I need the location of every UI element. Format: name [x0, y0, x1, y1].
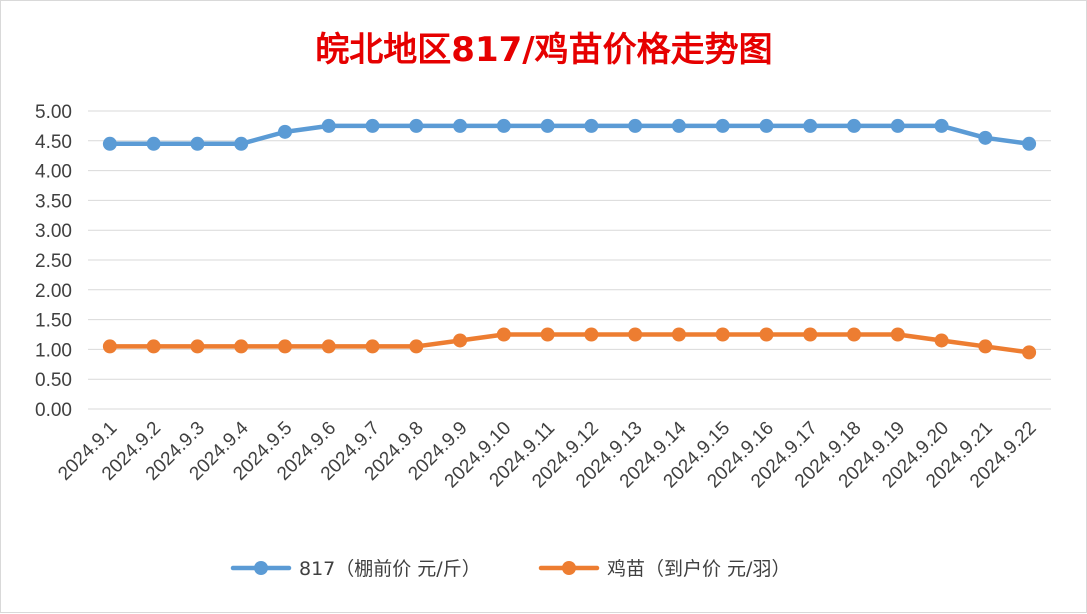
series-lines: [102, 118, 1037, 360]
data-point: [847, 118, 862, 133]
data-point: [496, 118, 511, 133]
data-point: [540, 327, 555, 342]
data-point: [1022, 136, 1037, 151]
data-point: [1022, 345, 1037, 360]
legend-item-1: 817（棚前价 元/斤）: [230, 558, 481, 580]
data-point: [453, 333, 468, 348]
data-point: [890, 118, 905, 133]
data-point: [234, 136, 249, 151]
y-tick-label: 4.00: [35, 162, 72, 183]
data-point: [671, 327, 686, 342]
data-point: [365, 118, 380, 133]
y-tick-label: 2.50: [35, 251, 72, 272]
data-point: [759, 327, 774, 342]
data-point: [102, 339, 117, 354]
data-point: [102, 136, 117, 151]
data-point: [934, 333, 949, 348]
legend-marker-swatch: [562, 561, 576, 575]
data-point: [321, 339, 336, 354]
data-point: [759, 118, 774, 133]
data-point: [234, 339, 249, 354]
legend: 817（棚前价 元/斤） 鸡苗（到户价 元/羽）: [230, 558, 790, 580]
y-tick-label: 3.00: [35, 221, 72, 242]
series-1: [102, 118, 1037, 151]
data-point: [628, 327, 643, 342]
data-point: [978, 130, 993, 145]
data-point: [584, 118, 599, 133]
data-point: [453, 118, 468, 133]
data-point: [890, 327, 905, 342]
series-2: [102, 327, 1037, 360]
data-point: [803, 327, 818, 342]
data-point: [321, 118, 336, 133]
y-tick-label: 4.50: [35, 132, 72, 153]
series-line: [107, 332, 1032, 355]
legend-label: 817（棚前价 元/斤）: [299, 558, 481, 580]
data-point: [584, 327, 599, 342]
y-tick-label: 5.00: [35, 102, 72, 123]
y-axis-tick-labels: 0.00 0.50 1.00 1.50 2.00 2.50 3.00 3.50 4.00 4.50…: [35, 102, 72, 421]
data-point: [715, 118, 730, 133]
gridlines: [88, 110, 1051, 410]
data-point: [496, 327, 511, 342]
data-point: [409, 118, 424, 133]
data-point: [409, 339, 424, 354]
series-line: [107, 123, 1032, 147]
data-point: [934, 118, 949, 133]
data-point: [277, 124, 292, 139]
data-point: [190, 339, 205, 354]
y-tick-label: 1.00: [35, 340, 72, 361]
data-point: [671, 118, 686, 133]
legend-item-2: 鸡苗（到户价 元/羽）: [538, 558, 790, 580]
data-point: [803, 118, 818, 133]
data-point: [146, 136, 161, 151]
y-tick-label: 2.00: [35, 281, 72, 302]
chart-title: 皖北地区817/鸡苗价格走势图: [315, 30, 772, 70]
data-point: [365, 339, 380, 354]
data-point: [628, 118, 643, 133]
y-tick-label: 0.00: [35, 400, 72, 421]
data-point: [978, 339, 993, 354]
data-point: [190, 136, 205, 151]
y-tick-label: 0.50: [35, 370, 72, 391]
x-axis-tick-labels: 2024.9.12024.9.22024.9.32024.9.42024.9.5…: [54, 417, 1040, 492]
y-tick-label: 3.50: [35, 191, 72, 212]
y-tick-label: 1.50: [35, 311, 72, 332]
legend-label: 鸡苗（到户价 元/羽）: [607, 558, 790, 580]
data-point: [847, 327, 862, 342]
data-point: [540, 118, 555, 133]
legend-marker-swatch: [254, 561, 268, 575]
data-point: [146, 339, 161, 354]
data-point: [715, 327, 730, 342]
data-point: [277, 339, 292, 354]
